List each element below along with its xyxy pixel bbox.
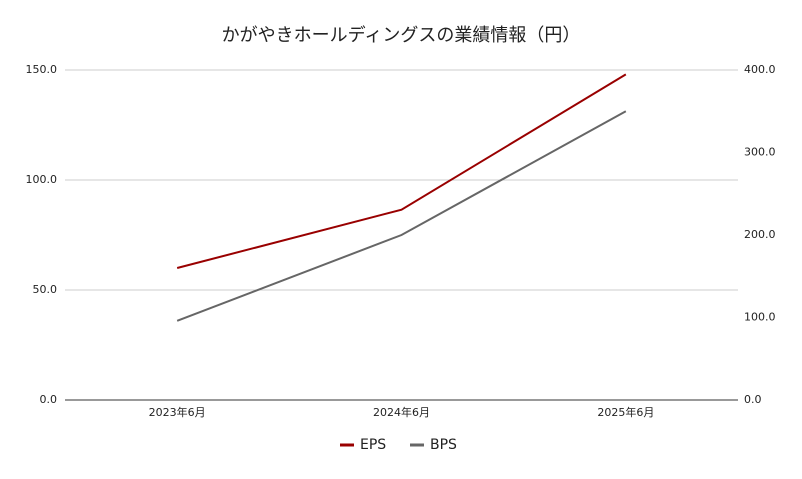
y2-tick-label: 300.0 bbox=[744, 146, 776, 159]
y2-tick-label: 100.0 bbox=[744, 311, 776, 324]
y-tick-label: 150.0 bbox=[26, 63, 58, 76]
y-tick-label: 100.0 bbox=[26, 173, 58, 186]
x-tick-label: 2024年6月 bbox=[373, 405, 430, 419]
y-tick-label: 0.0 bbox=[40, 393, 58, 406]
legend-label: EPS bbox=[360, 437, 386, 453]
y2-tick-label: 200.0 bbox=[744, 228, 776, 241]
series-line bbox=[176, 110, 627, 322]
x-tick-label: 2023年6月 bbox=[149, 405, 206, 419]
legend-label: BPS bbox=[430, 437, 457, 453]
y2-tick-label: 0.0 bbox=[744, 393, 762, 406]
chart-title: かがやきホールディングスの業績情報（円） bbox=[222, 25, 581, 46]
y2-tick-label: 400.0 bbox=[744, 63, 776, 76]
series-line bbox=[176, 73, 627, 269]
y-tick-label: 50.0 bbox=[33, 283, 58, 296]
x-tick-label: 2025年6月 bbox=[597, 405, 654, 419]
